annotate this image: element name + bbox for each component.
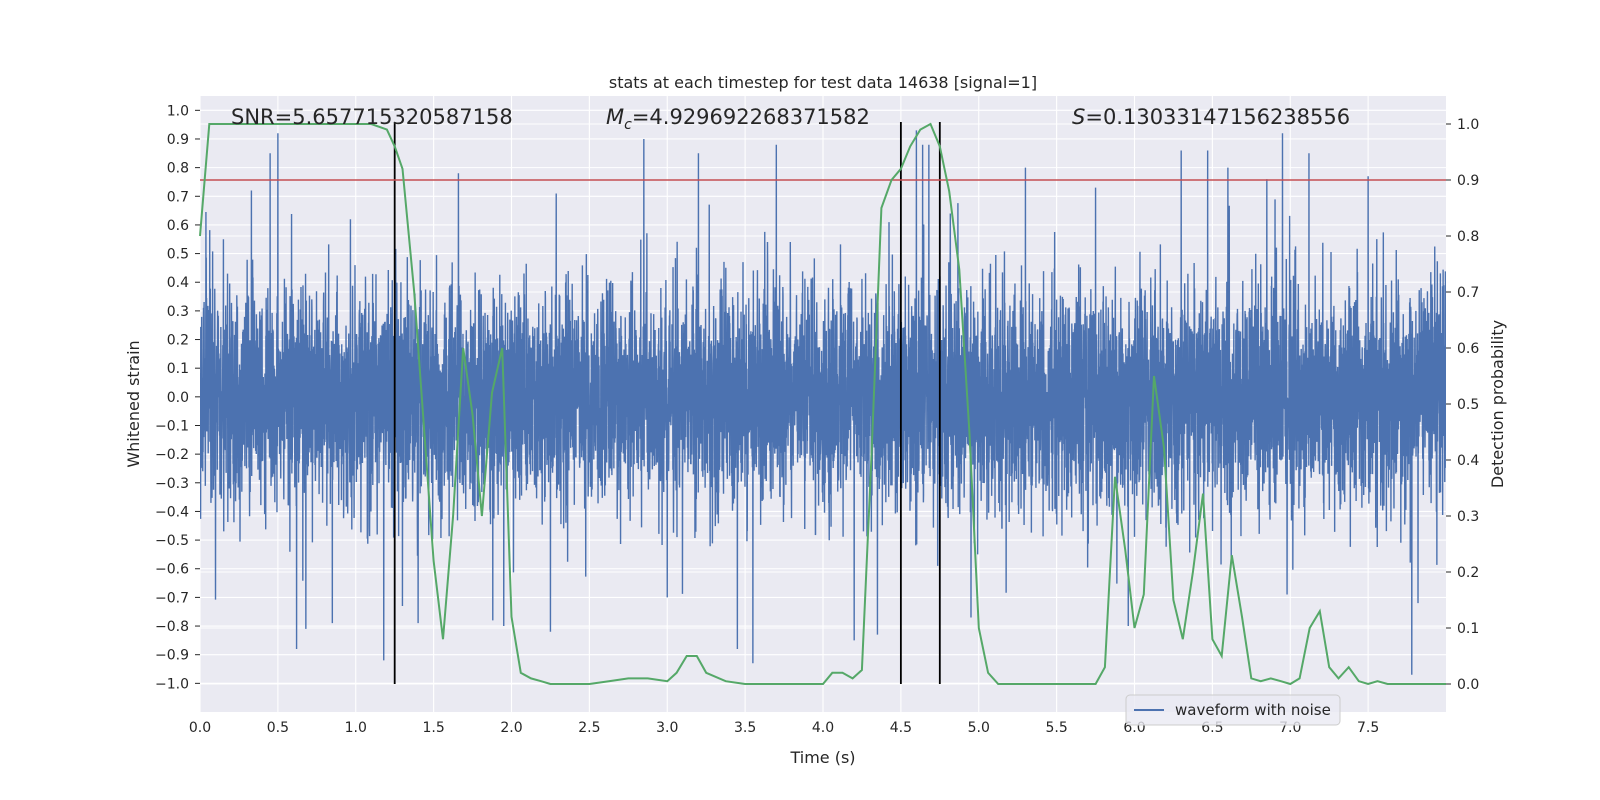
- x-tick-label: 5.5: [1045, 720, 1067, 736]
- x-tick-label: 2.5: [578, 720, 600, 736]
- y-axis-label: Whitened strain: [124, 340, 143, 467]
- y-tick-label: −0.5: [155, 533, 189, 549]
- y-right-tick-label: 0.6: [1457, 341, 1479, 357]
- x-tick-label: 0.0: [189, 720, 211, 736]
- y-right-axis-ticks: 1.0 0.9 0.8 0.7 0.6 0.5 0.4 0.3 0.2 0.1 0.0: [1446, 117, 1479, 693]
- y-tick-label: −0.1: [155, 418, 189, 434]
- y-tick-label: 0.9: [167, 132, 189, 148]
- s-symbol: S: [1072, 105, 1085, 129]
- x-tick-label: 3.5: [734, 720, 756, 736]
- y-tick-label: −0.9: [155, 648, 189, 664]
- y-tick-label: −0.6: [155, 562, 189, 578]
- s-value: =0.13033147156238556: [1085, 105, 1350, 129]
- y-right-tick-label: 0.1: [1457, 621, 1479, 637]
- y-tick-label: −0.2: [155, 447, 189, 463]
- y-tick-label: −0.4: [155, 504, 189, 520]
- y-right-tick-label: 0.4: [1457, 453, 1479, 469]
- y-tick-label: −0.8: [155, 619, 189, 635]
- snr-annotation: SNR=5.657715320587158: [231, 105, 513, 129]
- x-tick-label: 2.0: [500, 720, 522, 736]
- y-right-tick-label: 1.0: [1457, 117, 1479, 133]
- y-tick-label: 0.7: [167, 189, 189, 205]
- vertical-markers: [393, 122, 941, 684]
- x-tick-label: 3.0: [656, 720, 678, 736]
- legend-box: [1125, 694, 1341, 726]
- y-tick-label: 0.0: [167, 390, 189, 406]
- y-tick-label: 0.8: [167, 161, 189, 177]
- y-tick-label: 0.1: [167, 361, 189, 377]
- x-axis-label: Time (s): [789, 748, 855, 767]
- legend-label: waveform with noise: [1175, 701, 1331, 719]
- y-right-tick-label: 0.5: [1457, 397, 1479, 413]
- y-tick-label: −0.7: [155, 590, 189, 606]
- snr-value: 5.657715320587158: [292, 105, 512, 129]
- y-axis-ticks: 1.0 0.9 0.8 0.7 0.6 0.5 0.4 0.3 0.2 0.1 0.0 −0.1 −0.…: [155, 103, 200, 692]
- y-tick-label: 0.3: [167, 304, 189, 320]
- y-tick-label: 0.5: [167, 247, 189, 263]
- y-tick-label: 0.4: [167, 275, 189, 291]
- y-right-tick-label: 0.2: [1457, 565, 1479, 581]
- mc-annotation: Mc=4.929692268371582: [606, 105, 870, 133]
- y-right-tick-label: 0.0: [1457, 677, 1479, 693]
- y-tick-label: 1.0: [167, 103, 189, 119]
- y-tick-label: −1.0: [155, 676, 189, 692]
- s-annotation: S=0.13033147156238556: [1072, 105, 1350, 129]
- snr-prefix: SNR=: [231, 105, 292, 129]
- y-right-axis-label: Detection probability: [1488, 320, 1507, 488]
- y-tick-label: 0.2: [167, 333, 189, 349]
- x-tick-label: 4.0: [812, 720, 834, 736]
- y-tick-label: 0.6: [167, 218, 189, 234]
- legend: waveform with noise: [1125, 694, 1341, 726]
- x-tick-label: 1.0: [345, 720, 367, 736]
- y-tick-label: −0.3: [155, 476, 189, 492]
- detection-probability-series: [199, 122, 1446, 686]
- x-tick-label: 4.5: [890, 720, 912, 736]
- x-tick-label: 0.5: [267, 720, 289, 736]
- x-axis-ticks: 0.0 0.5 1.0 1.5 2.0 2.5 3.0 3.5 4.0 4.5 5.0 5.5 6.0 6…: [189, 720, 1379, 736]
- y-right-tick-label: 0.3: [1457, 509, 1479, 525]
- x-tick-label: 7.5: [1357, 720, 1379, 736]
- mc-symbol: M: [606, 105, 624, 129]
- waveform-series: [200, 130, 1446, 675]
- x-tick-label: 1.5: [422, 720, 444, 736]
- mc-value: =4.929692268371582: [632, 105, 870, 129]
- y-right-tick-label: 0.7: [1457, 285, 1479, 301]
- mc-subscript: c: [624, 117, 632, 133]
- y-right-tick-label: 0.9: [1457, 173, 1479, 189]
- x-tick-label: 5.0: [968, 720, 990, 736]
- chart-title: stats at each timestep for test data 146…: [609, 73, 1037, 92]
- y-right-tick-label: 0.8: [1457, 229, 1479, 245]
